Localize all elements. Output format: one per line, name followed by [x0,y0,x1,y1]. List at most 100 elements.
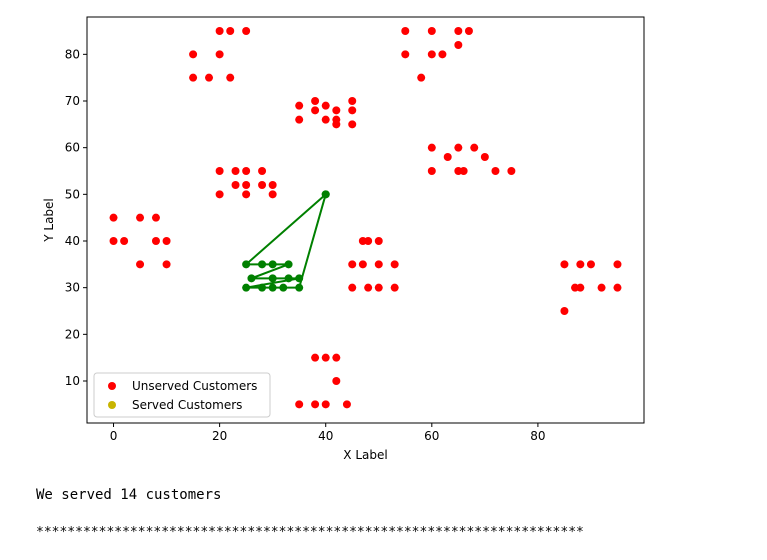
unserved-customer-point [459,167,468,175]
plot-area [86,16,645,424]
route-stop-point [284,260,293,269]
unserved-customer-point [401,50,410,59]
unserved-customer-point [342,400,351,409]
unserved-customer-point [332,106,341,115]
unserved-customer-point [332,120,341,129]
unserved-customer-point [311,97,320,105]
output-message: We served 14 customers [36,487,222,503]
y-axis: 10 20 30 40 50 60 70 80 [65,47,87,388]
legend-box [93,372,271,418]
y-tick-label: 80 [65,47,80,61]
unserved-customer-point [231,181,240,189]
y-axis-label: Y Label [42,198,56,243]
x-tick-label: 0 [110,429,118,443]
y-tick-label: 50 [65,187,80,201]
unserved-customer-point [109,237,118,245]
unserved-customer-point [390,260,399,269]
unserved-customer-point [374,260,383,269]
route-layer [242,190,330,292]
unserved-customer-point [464,27,473,35]
unserved-customer-point [215,190,224,199]
unserved-customer-point [268,181,277,189]
unserved-customer-point [480,153,489,161]
route-stop-point [268,283,277,292]
unserved-customer-point [162,260,171,269]
unserved-customer-point [189,73,198,82]
unserved-customer-point [258,181,267,189]
unserved-customer-point [242,190,251,199]
unserved-customer-point [491,167,500,175]
unserved-customer-point [348,97,357,105]
unserved-customer-point [162,237,171,245]
unserved-customer-point [258,167,267,175]
unserved-customer-point [231,167,240,175]
output-separator: ****************************************… [36,525,584,540]
unserved-customer-point [427,143,436,152]
unserved-customer-point [242,27,251,35]
legend-label-unserved: Unserved Customers [132,379,257,393]
unserved-customer-point [613,283,622,292]
y-tick-label: 60 [65,141,80,155]
x-axis-label: X Label [343,448,387,462]
unserved-customer-point [295,101,304,110]
route-stop-point [295,283,304,292]
unserved-customer-point [226,27,235,35]
x-tick-label: 40 [318,429,333,443]
unserved-customer-point [321,353,330,362]
legend-label-served: Served Customers [132,398,242,412]
unserved-customer-point [215,27,224,35]
unserved-customer-point [332,377,341,385]
unserved-customer-point [358,260,367,269]
unserved-customer-point [576,283,585,292]
unserved-customer-point [427,50,436,59]
x-tick-label: 20 [212,429,227,443]
legend: Unserved Customers Served Customers [93,372,271,418]
unserved-customer-point [470,143,479,152]
route-stop-point [321,190,330,199]
unserved-customer-point [427,167,436,175]
legend-marker-unserved [108,382,116,390]
scatter-plot: 0 20 40 60 80 10 20 30 40 50 60 70 80 X Label Y Lab… [42,16,645,462]
x-tick-label: 60 [424,429,439,443]
unserved-customer-point [560,307,569,315]
unserved-customer-point [364,237,373,245]
y-tick-label: 30 [65,281,80,295]
legend-marker-served [108,401,116,409]
unserved-customer-point [321,101,330,110]
unserved-customer-point [151,237,160,245]
route-stop-point [279,283,288,292]
unserved-customer-point [321,400,330,409]
unserved-customer-point [364,283,373,292]
unserved-customer-point [295,115,304,124]
y-tick-label: 70 [65,94,80,108]
unserved-customer-point [443,153,452,161]
unserved-customer-point [348,260,357,269]
unserved-customer-point [311,106,320,115]
unserved-customer-point [189,50,198,59]
unserved-customer-point [136,213,145,222]
unserved-customer-point [151,213,160,222]
unserved-customer-point [348,120,357,129]
route-stop-point [268,274,277,283]
unserved-customer-point [215,167,224,175]
y-tick-label: 40 [65,234,80,248]
route-stop-point [247,274,256,283]
unserved-customer-point [311,400,320,409]
unserved-customer-point [120,237,129,245]
unserved-customer-point [401,27,410,35]
unserved-customer-point [205,73,214,82]
unserved-customer-point [560,260,569,269]
unserved-customer-point [438,50,447,59]
unserved-customer-point [109,213,118,222]
route-stop-point [242,260,251,269]
unserved-customer-point [390,283,399,292]
unserved-customer-point [454,27,463,35]
y-tick-label: 20 [65,327,80,341]
unserved-customer-point [295,400,304,409]
route-stop-point [258,260,267,269]
unserved-customer-point [321,115,330,124]
unserved-customer-point [417,73,426,82]
unserved-customer-point [348,106,357,115]
y-tick-label: 10 [65,374,80,388]
unserved-customer-point [242,181,251,189]
